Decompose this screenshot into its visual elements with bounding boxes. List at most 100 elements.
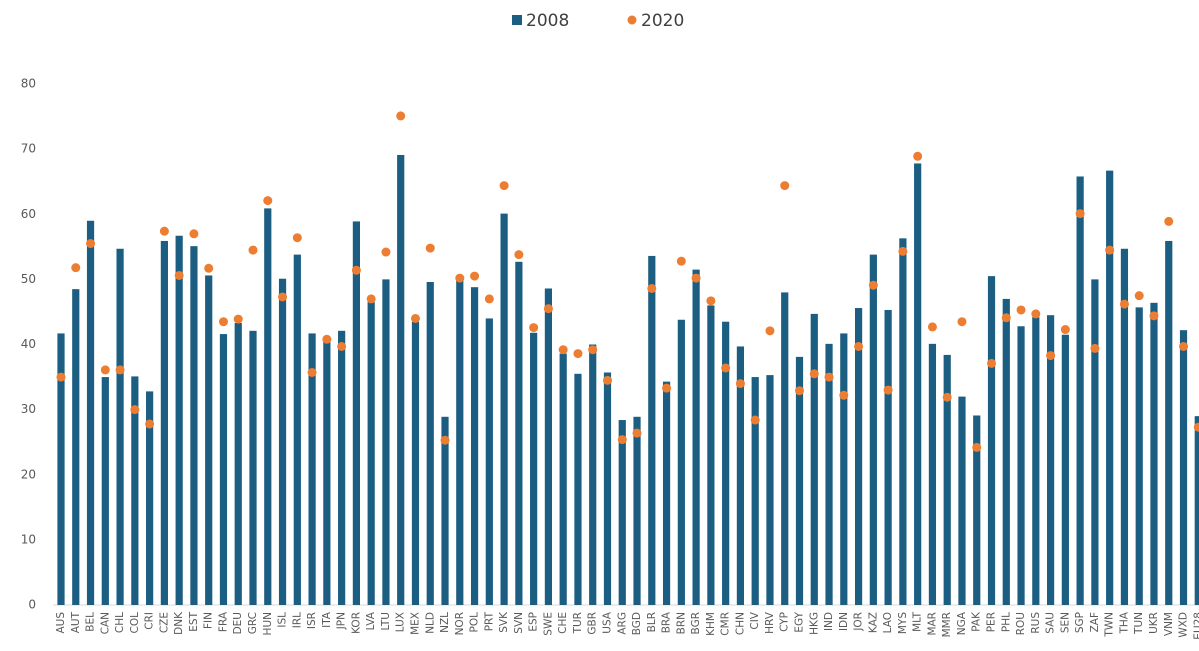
x-tick-label: BRA <box>661 611 673 633</box>
bar <box>190 246 198 605</box>
dot <box>514 250 524 260</box>
x-tick-label: EST <box>188 611 200 631</box>
x-tick-label: BGD <box>631 612 643 635</box>
dot <box>218 317 228 327</box>
dot <box>602 375 612 385</box>
bar <box>160 240 168 606</box>
dot <box>440 435 450 445</box>
dot <box>780 181 790 191</box>
bar <box>470 287 479 605</box>
dot <box>839 390 849 400</box>
bar <box>928 343 937 605</box>
x-tick-label: LAO <box>882 612 894 633</box>
x-tick-label: ISL <box>277 612 289 628</box>
bar <box>973 415 981 605</box>
x-tick-label: AUS <box>55 612 67 634</box>
dot <box>543 304 553 314</box>
x-tick-label: UKR <box>1148 612 1160 634</box>
bar <box>987 276 996 605</box>
bar <box>485 318 493 605</box>
bar <box>603 372 612 605</box>
dot <box>617 435 627 445</box>
dot <box>410 313 420 323</box>
dot <box>56 372 66 382</box>
bar <box>943 354 951 605</box>
dot <box>824 372 834 382</box>
legend-label: 2020 <box>641 11 684 31</box>
x-tick-label: JOR <box>853 612 865 632</box>
bar <box>1120 248 1129 606</box>
x-tick-label: LTU <box>380 612 392 631</box>
dot <box>425 243 435 253</box>
bar <box>1194 416 1199 605</box>
bar <box>781 292 789 605</box>
bar <box>559 353 567 605</box>
dot <box>927 322 937 332</box>
y-tick-label: 0 <box>28 598 36 612</box>
bar <box>264 208 272 606</box>
x-tick-label: ARG <box>616 612 628 635</box>
x-tick-label: USA <box>601 611 613 634</box>
dot <box>529 323 539 333</box>
bar <box>1179 330 1188 605</box>
x-tick-label: KHM <box>705 612 717 636</box>
bar <box>574 373 582 605</box>
dot <box>1090 343 1100 353</box>
dot <box>1149 311 1159 321</box>
bar <box>175 235 183 605</box>
bar <box>692 269 700 605</box>
x-tick-label: BLR <box>646 612 658 632</box>
bar <box>1135 307 1143 605</box>
bar <box>751 377 759 605</box>
x-tick-label: SEN <box>1059 612 1071 633</box>
x-tick-label: CZE <box>158 612 170 633</box>
y-tick-label: 20 <box>21 467 36 481</box>
bar <box>382 279 390 605</box>
x-tick-label: SGP <box>1074 612 1086 633</box>
dot <box>795 386 804 396</box>
dot <box>987 358 997 368</box>
x-tick-label: CRI <box>144 612 156 630</box>
x-tick-label: LUX <box>395 612 407 632</box>
bar <box>544 288 553 605</box>
dot <box>765 326 775 336</box>
x-tick-label: BEL <box>85 612 97 632</box>
dot <box>86 239 96 249</box>
bar <box>914 163 922 605</box>
legend-swatch <box>512 15 522 25</box>
bar <box>323 341 331 605</box>
dot <box>913 151 923 161</box>
dot <box>1060 325 1070 335</box>
dot <box>499 181 509 191</box>
x-tick-label: GBR <box>587 612 599 635</box>
bar <box>662 381 671 605</box>
x-tick-label: MAR <box>926 612 938 636</box>
dot <box>691 273 701 283</box>
dot <box>1164 216 1174 226</box>
dot <box>1179 341 1189 351</box>
bar <box>352 221 360 605</box>
x-tick-label: JPN <box>336 612 348 630</box>
x-tick-label: FRA <box>217 611 229 632</box>
bar <box>810 313 818 605</box>
x-tick-label: TWN <box>1104 612 1116 638</box>
x-tick-label: BRN <box>675 612 687 634</box>
bar <box>677 319 685 605</box>
x-tick-label: HRV <box>764 611 776 634</box>
dot <box>1134 291 1144 301</box>
bar <box>500 213 508 605</box>
x-tick-label: MEX <box>409 612 421 635</box>
bar <box>884 309 892 605</box>
dot <box>662 383 672 393</box>
dot <box>366 294 376 304</box>
dot <box>351 265 361 275</box>
y-tick-label: 60 <box>21 207 36 221</box>
dot <box>159 226 169 236</box>
bar <box>116 248 124 606</box>
x-tick-label: HUN <box>262 612 274 635</box>
y-tick-label: 70 <box>21 142 36 156</box>
x-tick-label: CHE <box>557 612 569 634</box>
x-tick-label: NGA <box>956 611 968 635</box>
bar <box>219 334 228 605</box>
